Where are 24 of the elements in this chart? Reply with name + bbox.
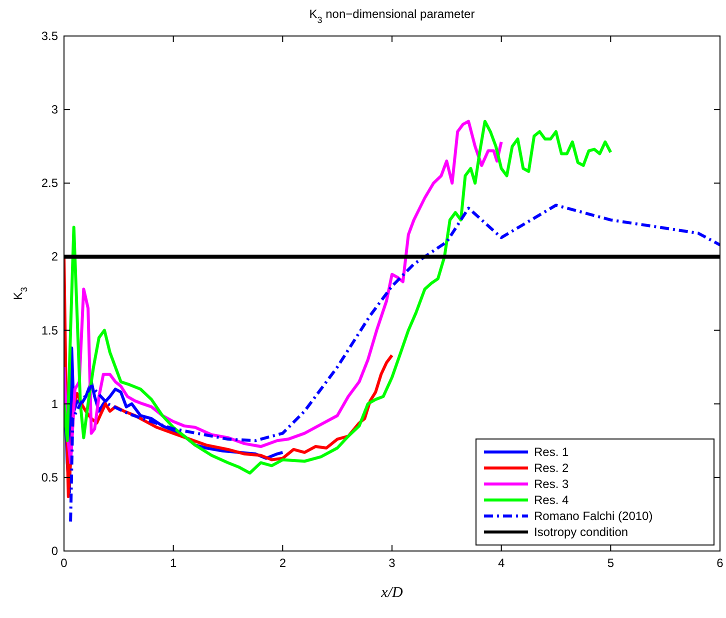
- chart-title: K$_{3}$ non−dimensional parameter: [309, 7, 475, 25]
- x-tick-label: 5: [607, 556, 614, 570]
- legend-label: Res. 1: [534, 445, 570, 459]
- x-tick-label: 6: [716, 556, 724, 570]
- y-tick-label: 2: [51, 250, 58, 264]
- y-tick-label: 1: [51, 396, 58, 411]
- y-tick-label: 3: [51, 102, 58, 117]
- y-tick-label: 1.5: [41, 323, 58, 338]
- legend-label: Isotropy condition: [534, 525, 628, 539]
- x-tick-label: 1: [170, 556, 177, 570]
- x-tick-label: 3: [388, 556, 396, 570]
- y-tick-label: 0: [51, 544, 58, 558]
- legend-label: Res. 4: [534, 493, 570, 507]
- y-tick-label: 0.5: [41, 470, 58, 484]
- legend-label: Res. 3: [534, 477, 570, 491]
- x-axis-title: x/D: [380, 585, 403, 601]
- x-tick-label: 2: [279, 556, 286, 570]
- y-tick-label: 2.5: [41, 176, 58, 190]
- x-tick-label: 4: [498, 556, 505, 570]
- legend-label: Romano Falchi (2010): [534, 509, 653, 523]
- x-tick-label: 0: [60, 556, 68, 570]
- legend-label: Res. 2: [534, 461, 570, 475]
- line-series: [64, 120, 612, 475]
- y-tick-label: 3.5: [41, 29, 58, 43]
